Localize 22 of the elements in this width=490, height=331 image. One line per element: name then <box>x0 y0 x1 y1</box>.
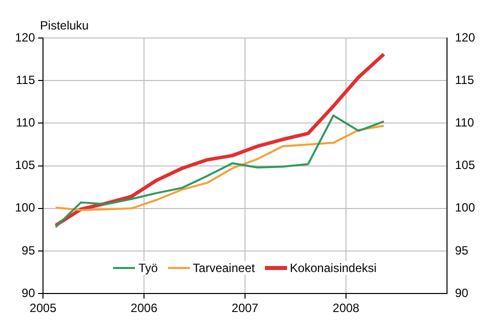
legend-label: Tarveaineet <box>192 261 255 275</box>
y-tick-label: 100 <box>14 200 36 215</box>
y-tick-label: 120 <box>14 30 36 44</box>
y-tick-label: 115 <box>16 72 36 87</box>
y-tick-label: 110 <box>16 116 36 130</box>
y2-tick-label: 110 <box>454 116 474 130</box>
y2-tick-label: 115 <box>454 72 474 87</box>
y2-tick-label: 90 <box>454 286 469 300</box>
y-tick-label: 95 <box>22 243 36 258</box>
x-tick-label: 2005 <box>30 301 57 316</box>
y2-tick-label: 100 <box>454 200 476 215</box>
x-tick-label: 2007 <box>232 301 259 316</box>
x-tick-label: 2006 <box>130 301 158 316</box>
x-tick-label: 2008 <box>332 301 360 316</box>
y2-tick-label: 120 <box>454 30 476 44</box>
y-tick-label: 105 <box>14 158 36 172</box>
y-axis-title: Pisteluku <box>40 18 89 32</box>
legend-label: Kokonaisindeksi <box>290 261 377 275</box>
legend-label: Työ <box>138 261 158 275</box>
y2-tick-label: 95 <box>454 243 469 258</box>
y2-tick-label: 105 <box>454 158 476 172</box>
y-tick-label: 90 <box>22 286 36 300</box>
